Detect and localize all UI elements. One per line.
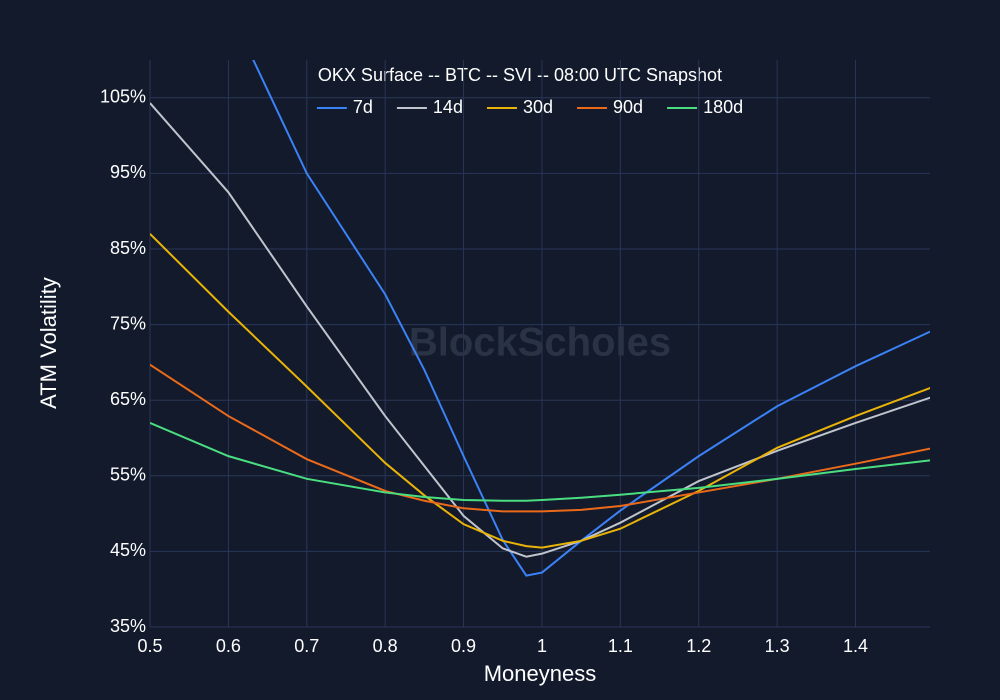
y-tick-label: 75% [110, 313, 146, 333]
legend-label: 90d [613, 97, 643, 117]
y-tick-label: 45% [110, 540, 146, 560]
y-tick-label: 55% [110, 465, 146, 485]
x-axis-label: Moneyness [484, 661, 597, 686]
legend-item: 7d [316, 97, 373, 117]
y-tick-label: 105% [100, 87, 146, 107]
x-tick-label: 0.6 [216, 636, 241, 656]
x-tick-label: 0.5 [137, 636, 162, 656]
x-tick-label: 1.3 [765, 636, 790, 656]
y-tick-label: 35% [110, 616, 146, 636]
chart-title: OKX Surface -- BTC -- SVI -- 08:00 UTC S… [318, 65, 722, 85]
x-tick-label: 0.7 [294, 636, 319, 656]
line-series [150, 421, 930, 502]
legend-item: 14d [396, 97, 463, 117]
legend-label: 180d [703, 97, 743, 117]
x-tick-label: 1.1 [608, 636, 633, 656]
legend-label: 7d [353, 97, 373, 117]
line-series [150, 102, 930, 558]
line-series [150, 363, 930, 513]
x-tick-label: 0.8 [373, 636, 398, 656]
x-tick-label: 1.4 [843, 636, 868, 656]
y-tick-label: 85% [110, 238, 146, 258]
line-series [252, 60, 930, 577]
plot-lines [150, 60, 930, 577]
legend-item: 180d [667, 97, 743, 117]
legend-label: 14d [433, 97, 463, 117]
y-axis-label: ATM Volatility [36, 277, 61, 409]
legend-item: 30d [486, 97, 553, 117]
y-tick-label: 95% [110, 162, 146, 182]
x-tick-label: 1.2 [686, 636, 711, 656]
watermark: BlockScholes [409, 321, 671, 365]
line-series [150, 233, 930, 549]
legend-label: 30d [523, 97, 553, 117]
x-tick-label: 1 [537, 636, 547, 656]
x-tick-label: 0.9 [451, 636, 476, 656]
legend-item: 90d [577, 97, 643, 117]
y-tick-label: 65% [110, 389, 146, 409]
